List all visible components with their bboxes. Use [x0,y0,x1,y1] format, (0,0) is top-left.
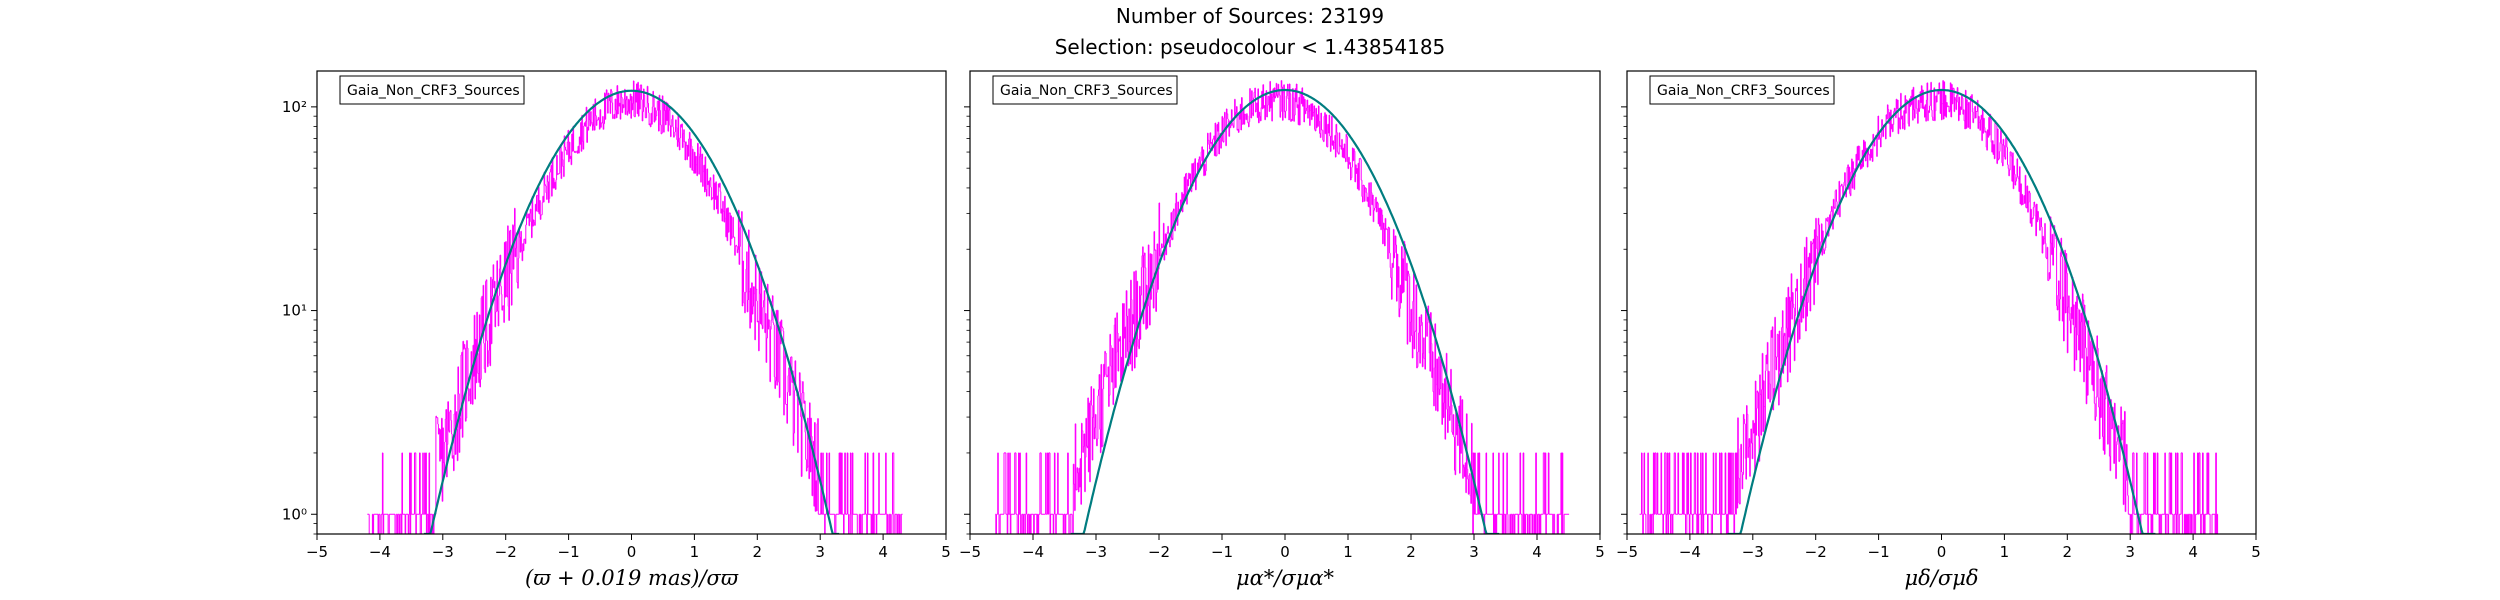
x-tick-label: −4 [369,543,391,561]
x-tick-label: −2 [495,543,517,561]
x-tick-label: 4 [878,543,888,561]
legend-box [1649,75,1835,105]
x-tick-label: 3 [1469,543,1479,561]
x-tick-label: 4 [2188,543,2198,561]
legend-label: Gaia_Non_CRF3_Sources [1000,83,1173,99]
legend-box [339,75,525,105]
x-tick-label: 3 [2125,543,2135,561]
y-tick-label: 10¹ [282,302,307,320]
x-tick-label: −3 [432,543,454,561]
legend-label: Gaia_Non_CRF3_Sources [1657,83,1830,99]
x-tick-label: −1 [1868,543,1890,561]
x-tick-label: −5 [306,543,328,561]
legend: Gaia_Non_CRF3_Sources [1649,75,1835,105]
gaussian-fit-line [423,89,840,534]
x-axis-label: μδ/σμδ [1905,566,1979,590]
y-tick-label: 10² [282,98,307,116]
x-tick-label: 3 [815,543,825,561]
x-tick-label: 4 [1532,543,1542,561]
x-tick-label: 2 [753,543,763,561]
legend-label: Gaia_Non_CRF3_Sources [347,83,520,99]
x-tick-label: −3 [1085,543,1107,561]
x-tick-label: −1 [1211,543,1233,561]
figure-title: Number of Sources: 23199 [1115,4,1385,28]
axes-frame [969,70,1601,535]
x-axis-label: (ϖ + 0.019 mas)/σϖ [525,566,739,590]
x-tick-label: 2 [2063,543,2073,561]
x-tick-label: 0 [1937,543,1947,561]
x-tick-label: −4 [1022,543,1044,561]
histogram-steps [995,80,1570,534]
gaussian-fit-series [1070,88,1500,534]
x-tick-label: 0 [1280,543,1290,561]
histogram-series [1639,80,2219,534]
gaussian-fit-line [1727,88,2156,534]
x-tick-label: −1 [558,543,580,561]
x-tick-label: −5 [1616,543,1638,561]
x-tick-label: 5 [941,543,951,561]
x-tick-label: 5 [2251,543,2261,561]
x-tick-label: 1 [690,543,700,561]
legend: Gaia_Non_CRF3_Sources [992,75,1178,105]
x-tick-label: −4 [1679,543,1701,561]
histogram-series [367,80,903,534]
gaussian-fit-line [1070,88,1500,534]
x-tick-label: −2 [1805,543,1827,561]
figure-subtitle: Selection: pseudocolour < 1.43854185 [1054,35,1446,59]
x-tick-label: 2 [1406,543,1416,561]
x-tick-label: 5 [1595,543,1605,561]
histogram-series [995,80,1570,534]
x-tick-label: −2 [1148,543,1170,561]
x-axis-label: μα*/σμα* [1236,566,1335,590]
x-tick-label: −3 [1742,543,1764,561]
legend-box [992,75,1178,105]
gaussian-fit-series [423,89,840,534]
x-tick-label: −5 [959,543,981,561]
chart-panel-2: −5 −4 −3 −2 −1 0 1 2 3 4 5 μα*/σμα* Gaia_Non_CRF3_So… [959,70,1605,590]
gaussian-fit-series [1727,88,2156,534]
histogram-steps [367,80,903,534]
chart-panel-1: −5 −4 −3 −2 −1 0 1 2 3 4 5 10⁰ 10¹ 10² (ϖ + 0.019 mas)… [282,70,951,590]
legend: Gaia_Non_CRF3_Sources [339,75,525,105]
x-tick-label: 0 [627,543,637,561]
histogram-steps [1639,80,2219,534]
x-tick-label: 1 [1343,543,1353,561]
y-tick-label: 10⁰ [282,505,307,523]
x-tick-label: 1 [2000,543,2010,561]
chart-panel-3: −5 −4 −3 −2 −1 0 1 2 3 4 5 μδ/σμδ Gaia_Non_CRF3_Sour… [1616,70,2261,590]
